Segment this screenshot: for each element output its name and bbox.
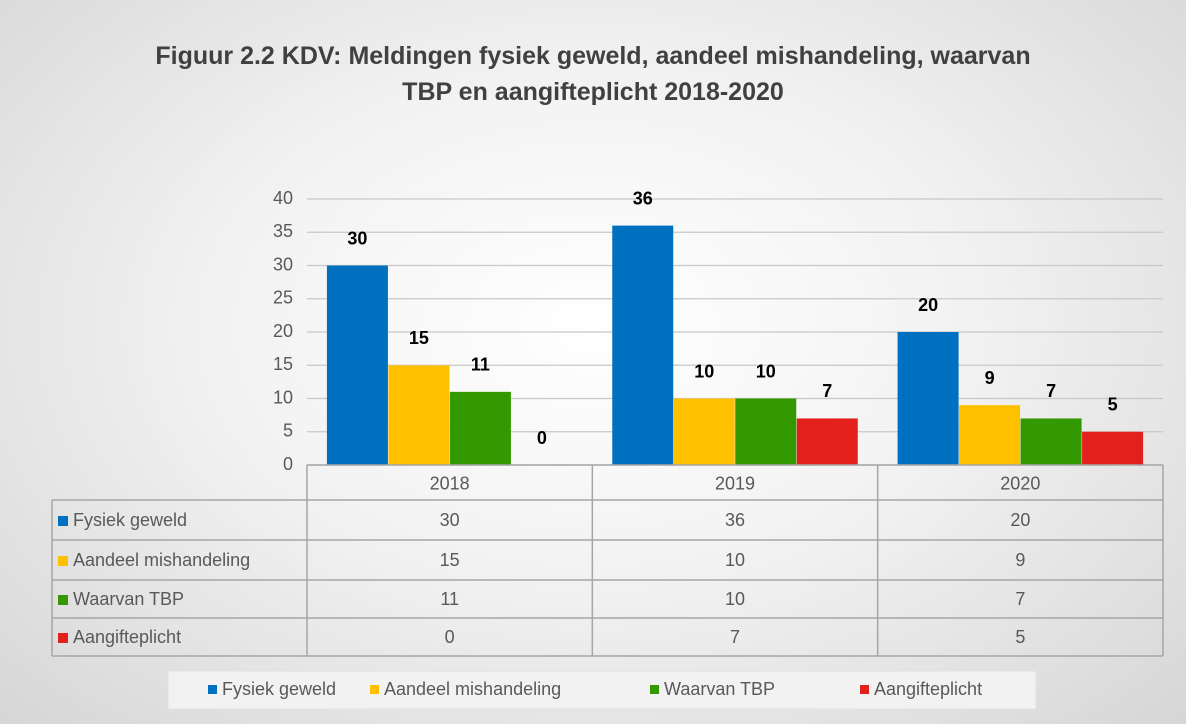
table-cell: 36 [725, 510, 745, 530]
legend-box [167, 670, 1037, 710]
table-cell: 15 [440, 550, 460, 570]
x-tick-label: 2019 [715, 473, 755, 493]
table-row-label: Aandeel mishandeling [73, 550, 250, 570]
table-cell: 5 [1015, 627, 1025, 647]
y-tick-label: 40 [273, 188, 293, 208]
legend-label: Fysiek geweld [222, 679, 336, 699]
data-label: 10 [694, 361, 714, 381]
legend-key [370, 685, 379, 694]
legend-label: Aandeel mishandeling [384, 679, 561, 699]
bar [796, 418, 858, 465]
chart-title: Figuur 2.2 KDV: Meldingen fysiek geweld,… [155, 42, 1031, 106]
legend-label: Aangifteplicht [874, 679, 982, 699]
data-label: 20 [918, 295, 938, 315]
table-cell: 20 [1010, 510, 1030, 530]
legend-key [208, 685, 217, 694]
bar [388, 365, 450, 465]
bar [1082, 431, 1144, 465]
table-legend-key [58, 516, 68, 526]
legend-label: Waarvan TBP [664, 679, 775, 699]
table-cell: 10 [725, 589, 745, 609]
data-label: 7 [822, 381, 832, 401]
y-tick-label: 0 [283, 454, 293, 474]
data-label: 30 [347, 228, 367, 248]
bar [612, 225, 674, 465]
table-legend-key [58, 633, 68, 643]
table-cell: 9 [1015, 550, 1025, 570]
table-row-label: Fysiek geweld [73, 510, 187, 530]
bar [959, 405, 1021, 465]
data-label: 10 [756, 361, 776, 381]
table-legend-key [58, 556, 68, 566]
bar [326, 265, 388, 465]
legend-key [650, 685, 659, 694]
table-cell: 30 [440, 510, 460, 530]
y-tick-label: 5 [283, 421, 293, 441]
table-cell: 11 [440, 589, 459, 609]
y-tick-label: 35 [273, 221, 293, 241]
y-tick-label: 15 [273, 354, 293, 374]
y-tick-label: 10 [273, 387, 293, 407]
table-row-label: Aangifteplicht [73, 627, 181, 647]
data-label: 7 [1046, 381, 1056, 401]
table-cell: 7 [1015, 589, 1025, 609]
data-label: 5 [1108, 395, 1118, 415]
bar [449, 391, 511, 465]
x-tick-label: 2020 [1000, 473, 1040, 493]
y-tick-label: 25 [273, 288, 293, 308]
legend-key [860, 685, 869, 694]
table-cell: 7 [730, 627, 740, 647]
y-tick-label: 30 [273, 254, 293, 274]
data-label: 36 [633, 188, 653, 208]
bar [1020, 418, 1082, 465]
data-label: 11 [471, 355, 490, 375]
bar [673, 398, 735, 465]
table-cell: 10 [725, 550, 745, 570]
bar [735, 398, 797, 465]
bar [897, 332, 959, 465]
table-cell: 0 [445, 627, 455, 647]
y-tick-label: 20 [273, 321, 293, 341]
table-legend-key [58, 595, 68, 605]
data-label: 15 [409, 328, 429, 348]
table-row-label: Waarvan TBP [73, 589, 184, 609]
data-label: 0 [537, 428, 547, 448]
x-tick-label: 2018 [430, 473, 470, 493]
data-label: 9 [985, 368, 995, 388]
